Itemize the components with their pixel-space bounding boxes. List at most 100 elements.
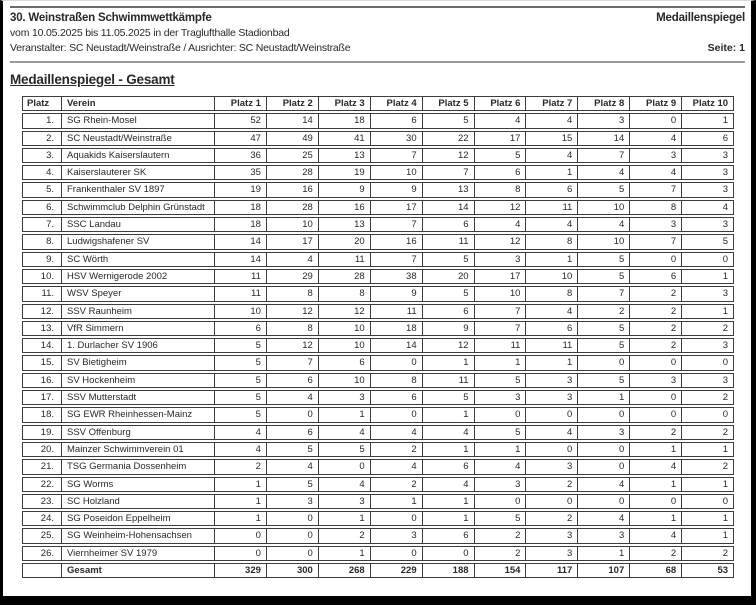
value-cell-platz-2: 8 (265, 321, 318, 336)
club-cell: SC Holzland (61, 494, 214, 509)
event-date-line: vom 10.05.2025 bis 11.05.2025 in der Tra… (10, 27, 290, 39)
rank-cell: 15. (40, 357, 54, 369)
section-title: Medaillenspiegel - Gesamt (10, 72, 175, 87)
value-cell-platz-3: 8 (317, 287, 370, 301)
value-cell-platz-1: 4 (214, 442, 266, 457)
value-cell-platz-7: 1 (525, 166, 577, 180)
value-cell-platz-8: 5 (577, 183, 629, 197)
table-row-12: 12. SSV Raunheim 10 12 12 11 6 7 4 2 2 1 (22, 303, 734, 319)
table-row-20: 20. Mainzer Schwimmverein 01 4 5 5 2 1 1 0 0 1 1 (22, 441, 734, 458)
value-cell-platz-10: 6 (681, 131, 733, 145)
value-cell-platz-8: 0 (577, 408, 629, 422)
value-cell-platz-10: 3 (681, 339, 733, 353)
value-cell-platz-8: 4 (577, 166, 629, 180)
value-cell-platz-1: 1 (214, 494, 266, 509)
value-cell-platz-6: 154 (473, 564, 526, 578)
value-cell-platz-8: 5 (577, 269, 629, 284)
value-cell-platz-3: 3 (317, 494, 370, 509)
table-row-5: 5. Frankenthaler SV 1897 19 16 9 9 13 8 6 5 7 3 (22, 182, 734, 198)
value-cell-platz-2: 25 (265, 148, 318, 163)
value-cell-platz-4: 2 (369, 477, 422, 491)
value-cell-platz-7: 8 (525, 287, 577, 301)
club-cell: TSG Germania Dossenheim (61, 460, 214, 474)
value-cell-platz-10: 1 (681, 529, 733, 543)
value-cell-platz-5: 9 (421, 321, 474, 336)
value-cell-platz-5: 22 (421, 131, 474, 145)
value-cell-platz-6: 1 (473, 442, 526, 457)
value-cell-platz-2: 28 (265, 200, 318, 215)
value-cell-platz-2: 6 (265, 373, 318, 388)
value-cell-platz-4: 9 (369, 183, 422, 197)
value-cell-platz-1: 18 (214, 218, 266, 232)
rank-cell: Platz (27, 98, 50, 109)
value-cell-platz-2: 0 (265, 408, 318, 422)
table-row-2: 2. SC Neustadt/Weinstraße 47 49 41 30 22 17 15 14… (22, 130, 734, 146)
value-cell-platz-7: 1 (525, 252, 577, 266)
value-cell-platz-7: 0 (525, 408, 577, 422)
value-cell-platz-6: 17 (473, 269, 526, 284)
value-cell-platz-9: 7 (629, 183, 681, 197)
value-cell-platz-4: 6 (369, 114, 422, 128)
top-rule (10, 6, 745, 8)
value-cell-platz-5: 5 (421, 252, 474, 266)
value-cell-platz-1: 2 (214, 460, 266, 474)
value-cell-platz-3: 3 (317, 391, 370, 405)
value-cell-platz-9: 1 (629, 442, 681, 457)
value-cell-platz-9: 3 (629, 148, 681, 163)
value-cell-platz-3: 4 (317, 425, 370, 439)
value-cell-platz-4: 7 (369, 252, 422, 266)
value-cell-platz-7: 3 (525, 391, 577, 405)
value-cell-platz-3: 12 (317, 304, 370, 318)
rank-cell: 22. (40, 478, 54, 490)
value-cell-platz-6: 6 (473, 166, 526, 180)
value-cell-platz-3: 10 (317, 321, 370, 336)
rank-cell: 10. (40, 270, 54, 282)
rank-cell: 4. (46, 167, 54, 179)
table-row-23: 23. SC Holzland 1 3 3 1 1 0 0 0 0 0 (22, 493, 734, 510)
value-cell-platz-5: 14 (421, 200, 474, 215)
value-cell-platz-7: 0 (525, 494, 577, 509)
value-cell-platz-7: 4 (525, 425, 577, 439)
value-cell-platz-8: 10 (577, 200, 629, 215)
rank-cell: 7. (46, 219, 54, 231)
value-cell-platz-2: 0 (265, 529, 318, 543)
value-cell-platz-1: 11 (214, 269, 266, 284)
value-cell-platz-5: 6 (421, 218, 474, 232)
value-cell-platz-4: 229 (369, 564, 422, 578)
value-cell-platz-4: 7 (369, 148, 422, 163)
value-cell-platz-2: 7 (265, 356, 318, 370)
value-cell-platz-1: 52 (214, 114, 266, 128)
rank-cell: 25. (40, 530, 54, 542)
value-cell-platz-1: 0 (214, 529, 266, 543)
club-cell: Gesamt (61, 564, 214, 578)
value-cell-platz-7: 10 (525, 269, 577, 284)
value-cell-platz-1: 5 (214, 373, 266, 388)
value-cell-platz-2: 14 (265, 114, 318, 128)
value-cell-platz-10: Platz 10 (681, 97, 733, 111)
value-cell-platz-9: 2 (629, 304, 681, 318)
value-cell-platz-3: 11 (317, 252, 370, 266)
table-row-10: 10. HSV Wernigerode 2002 11 29 28 38 20 17 10 5 6 1 (22, 268, 734, 285)
value-cell-platz-5: 6 (421, 529, 474, 543)
value-cell-platz-10: 0 (681, 252, 733, 266)
value-cell-platz-6: 3 (473, 252, 526, 266)
value-cell-platz-3: 1 (317, 546, 370, 561)
value-cell-platz-2: 16 (265, 183, 318, 197)
value-cell-platz-10: 3 (681, 373, 733, 388)
value-cell-platz-5: 6 (421, 460, 474, 474)
value-cell-platz-5: 12 (421, 339, 474, 353)
rank-cell: 17. (40, 392, 54, 404)
value-cell-platz-10: 3 (681, 148, 733, 163)
value-cell-platz-9: 2 (629, 546, 681, 561)
value-cell-platz-10: 1 (681, 512, 733, 526)
table-row-22: 22. SG Worms 1 5 4 2 4 3 2 4 1 1 (22, 476, 734, 492)
club-cell: SG Rhein-Mosel (61, 114, 214, 128)
value-cell-platz-9: 7 (629, 235, 681, 249)
value-cell-platz-5: 6 (421, 304, 474, 318)
value-cell-platz-9: 8 (629, 200, 681, 215)
value-cell-platz-8: 3 (577, 114, 629, 128)
value-cell-platz-1: 14 (214, 252, 266, 266)
value-cell-platz-10: 2 (681, 391, 733, 405)
club-cell: SG Worms (61, 477, 214, 491)
value-cell-platz-3: 16 (317, 200, 370, 215)
